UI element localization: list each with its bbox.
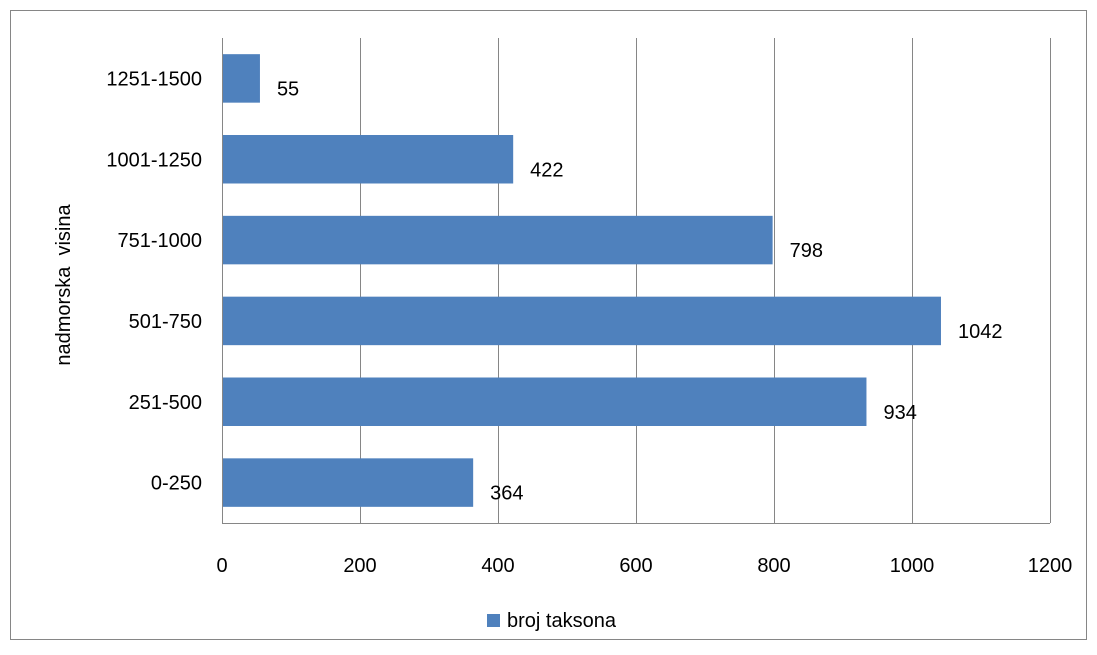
data-label-751-1000: 798	[790, 240, 823, 262]
x-tick-label-0: 0	[216, 555, 227, 577]
data-label-1251-1500: 55	[277, 78, 299, 100]
data-labels: 364 934 1042 798 422 55	[277, 78, 1003, 504]
y-tick-label-501-750: 501-750	[129, 311, 202, 333]
grid-lines	[360, 38, 1051, 523]
x-tick-label-1000: 1000	[890, 555, 935, 577]
y-axis-title: nadmorska visina	[53, 204, 75, 366]
bar-751-1000[interactable]	[222, 215, 773, 265]
data-label-501-750: 1042	[958, 321, 1003, 343]
bar-251-500[interactable]	[222, 377, 867, 427]
data-label-0-250: 364	[490, 483, 523, 505]
x-tick-label-800: 800	[757, 555, 790, 577]
y-tick-label-1001-1250: 1001-1250	[106, 149, 202, 171]
bar-1001-1250[interactable]	[222, 135, 514, 184]
bar-1251-1500[interactable]	[222, 54, 260, 103]
tick-labels: 0-250 251-500 501-750 751-1000 1001-1250 1251…	[106, 68, 1072, 577]
bars	[222, 54, 941, 507]
y-tick-label-251-500: 251-500	[129, 392, 202, 414]
legend-label-broj-taksona: broj taksona	[507, 610, 617, 632]
x-tick-label-1200: 1200	[1028, 555, 1073, 577]
axes	[222, 38, 1050, 524]
bar-501-750[interactable]	[222, 296, 941, 346]
legend-swatch-broj-taksona	[487, 614, 500, 627]
y-tick-label-1251-1500: 1251-1500	[106, 68, 202, 90]
bar-0-250[interactable]	[222, 458, 474, 507]
x-tick-label-400: 400	[481, 555, 514, 577]
y-tick-label-751-1000: 751-1000	[117, 230, 202, 252]
data-label-251-500: 934	[883, 402, 916, 424]
x-tick-label-200: 200	[343, 555, 376, 577]
x-tick-label-600: 600	[619, 555, 652, 577]
legend[interactable]: broj taksona	[487, 610, 617, 632]
data-label-1001-1250: 422	[530, 159, 563, 181]
y-tick-label-0-250: 0-250	[151, 473, 202, 495]
